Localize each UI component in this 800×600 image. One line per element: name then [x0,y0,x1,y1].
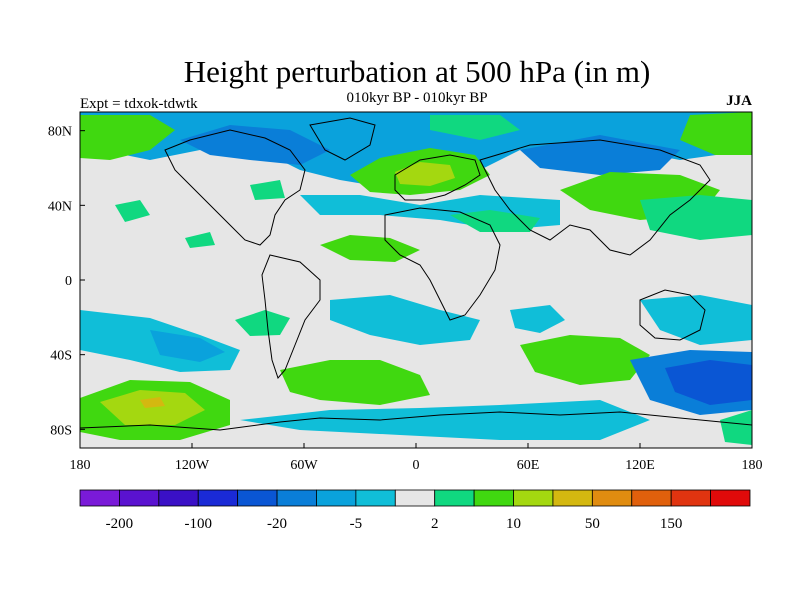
period-label: 010kyr BP - 010kyr BP [346,90,487,106]
figure-title: Height perturbation at 500 hPa (in m) [184,54,651,89]
x-tick-label: 60E [517,458,540,473]
colorbar-swatch [355,489,396,507]
coastline-antarctica [80,411,752,431]
coastline-africa [384,207,501,321]
contour-australia-south-negative-core [665,360,752,405]
axis-ticks: 180 120W 60W 0 60E 120E 180 80N 40N 0 40S 80S [48,125,763,473]
contour-south-atlantic-negative [330,295,480,345]
colorbar-label: -100 [184,516,212,532]
colorbar-labels: -200 -100 -20 -5 2 10 50 150 [106,516,683,532]
colorbar: -200 -100 -20 -5 2 10 50 150 [79,489,751,532]
contour-siberia-negative [520,135,680,175]
coastline-greenland [309,117,376,161]
x-tick-label: 120W [175,458,210,473]
colorbar-swatch [552,489,593,507]
contour-antarctic-negative-band [240,400,650,440]
colorbar-label: 50 [585,516,600,532]
x-tick-label: 180 [742,458,763,473]
colorbar-boxes [79,489,751,507]
contour-atlantic-small-positive [115,200,150,222]
colorbar-swatch [670,489,711,507]
contour-indian-positive [520,335,650,385]
x-tick-label: 120E [625,458,655,473]
colorbar-swatch [316,489,357,507]
colorbar-swatch [197,489,239,507]
colorbar-swatch [631,489,672,507]
colorbar-swatch [394,489,436,507]
contour-fills [80,112,752,445]
contour-south-pacific-negative-core [150,330,225,362]
colorbar-label: -5 [350,516,363,532]
x-tick-label: 60W [290,458,318,473]
contour-indian-negative-small [510,305,565,333]
contour-canada-negative [180,125,330,165]
coastline-asia [479,139,711,256]
contour-arctic-positive-atl [430,115,520,140]
colorbar-swatch [237,489,278,507]
season-label: JJA [726,93,752,109]
colorbar-swatch [276,489,317,507]
coastline-australia [639,289,706,341]
colorbar-label: -200 [106,516,134,532]
colorbar-swatch [434,489,475,507]
colorbar-swatch [513,489,554,507]
contour-npacific-positive [640,195,752,240]
y-tick-label: 40S [50,349,72,364]
y-tick-label: 0 [65,274,72,289]
contour-sh-negative-right [640,295,752,345]
contour-antarctic-positive-east [720,410,752,445]
contour-tropical-atlantic-positive [320,235,420,262]
y-tick-label: 80N [48,125,72,140]
contour-south-atlantic-positive [280,360,430,405]
coastline-north-america [164,129,306,246]
colorbar-swatch [710,489,751,507]
contour-ross-positive-max [140,397,165,408]
y-tick-label: 80S [50,423,72,438]
x-tick-label: 180 [70,458,91,473]
x-tick-label: 0 [413,458,420,473]
colorbar-swatch [158,489,199,507]
coastline-south-america [261,254,321,379]
colorbar-label: 2 [431,516,439,532]
contour-ross-positive-core [100,390,205,425]
contour-bering-positive [80,115,175,160]
contour-europe-positive-core [395,162,455,186]
map-panel: 180 120W 60W 0 60E 120E 180 80N 40N 0 40S 80S [48,111,763,473]
contour-small-pos-1 [250,180,285,200]
colorbar-swatch [473,489,514,507]
colorbar-label: -20 [267,516,287,532]
coastlines [80,117,752,431]
contour-tropical-positive-east [450,210,540,232]
contour-bering-positive-east [680,112,752,155]
coastline-europe [394,154,481,201]
colorbar-swatch [119,489,160,507]
experiment-label: Expt = tdxok-tdwtk [80,96,198,112]
colorbar-label: 10 [506,516,521,532]
contour-small-pos-2 [185,232,215,248]
colorbar-label: 150 [660,516,683,532]
colorbar-swatch [591,489,633,507]
y-tick-label: 40N [48,199,72,214]
contour-sh-positive-strip [235,310,290,336]
colorbar-swatch [79,489,120,507]
